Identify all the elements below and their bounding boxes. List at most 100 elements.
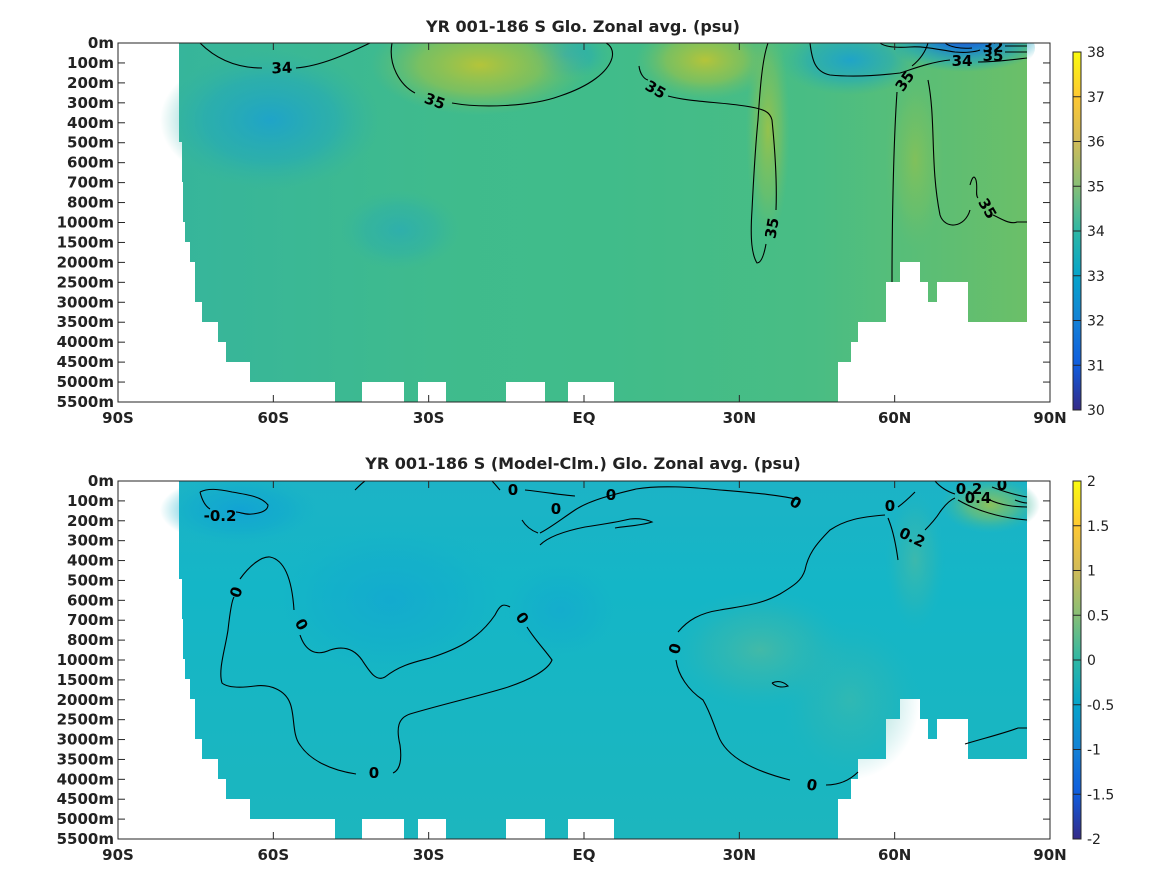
- y-tick-label: 0m: [88, 472, 114, 490]
- y-tick-label: 3000m: [57, 731, 114, 749]
- x-tick-label: EQ: [573, 409, 596, 427]
- panel1-med-outflow-tongue: [746, 43, 790, 240]
- y-tick-label: 2500m: [57, 273, 114, 291]
- y-tick-label: 300m: [67, 94, 114, 112]
- panel1-contour-35-nordic-west: [891, 43, 929, 283]
- y-tick-label: 600m: [67, 154, 114, 172]
- panel1-colorbar-ticks: 30 31 32 33 34 35 36 37 38: [1073, 45, 1105, 419]
- panel2-contour-label: 0: [508, 481, 518, 499]
- y-tick-label: 400m: [67, 114, 114, 132]
- panel1-contour-34-north: [809, 43, 1028, 77]
- colorbar-tick-label: 34: [1087, 224, 1105, 240]
- panel1-contour-label: 34: [952, 52, 973, 70]
- x-tick-label: 60S: [257, 409, 289, 427]
- x-tick-label: 90N: [1033, 409, 1066, 427]
- colorbar-tick-label: -1.5: [1087, 787, 1114, 803]
- x-tick-label: EQ: [573, 846, 596, 864]
- y-tick-label: 500m: [67, 571, 114, 589]
- colorbar-tick-label: 1: [1087, 564, 1096, 580]
- y-tick-label: 800m: [67, 631, 114, 649]
- panel1-nordic-seas-high: [885, 70, 945, 250]
- y-tick-label: 700m: [67, 174, 114, 192]
- panel1-salinity-max-north: [635, 43, 775, 100]
- panel1-y-axis: 0m 100m 200m 300m 400m 500m 600m 700m 800m 1000m1…: [57, 34, 1050, 411]
- y-tick-label: 5500m: [57, 393, 114, 411]
- panel1-cool-southern-region: [160, 50, 380, 190]
- panel1-cool-deep-south: [340, 190, 460, 270]
- panel2-contour-label: 0: [551, 500, 561, 518]
- x-tick-label: 60N: [878, 409, 911, 427]
- y-tick-label: 1500m: [57, 671, 114, 689]
- panel1-salinity-max-south: [370, 43, 590, 115]
- x-tick-label: 30N: [723, 846, 756, 864]
- panel2-contour-label: 0: [665, 641, 685, 656]
- y-tick-label: 1000m: [57, 651, 114, 669]
- y-tick-label: 4000m: [57, 333, 114, 351]
- y-tick-label: 400m: [67, 552, 114, 570]
- y-tick-label: 5000m: [57, 810, 114, 828]
- colorbar-tick-label: 32: [1087, 314, 1105, 330]
- y-tick-label: 500m: [67, 134, 114, 152]
- x-tick-label: 90S: [102, 409, 134, 427]
- colorbar-tick-label: -0.5: [1087, 698, 1114, 714]
- panel1-contour-34-south: [199, 43, 371, 69]
- x-tick-label: 90S: [102, 846, 134, 864]
- panel2-contour-label: 0: [885, 497, 895, 515]
- y-tick-label: 1500m: [57, 233, 114, 251]
- panel1-cool-north-atlantic-surface: [780, 43, 920, 95]
- panel2-contour-label: 0: [997, 476, 1007, 494]
- panel2-contour-label: 0: [606, 486, 616, 504]
- y-tick-label: 3000m: [57, 293, 114, 311]
- y-tick-label: 200m: [67, 74, 114, 92]
- x-tick-label: 30S: [413, 409, 445, 427]
- panel2-contour-label: 0: [805, 775, 818, 795]
- colorbar-tick-label: 2: [1087, 474, 1096, 490]
- y-tick-label: 4000m: [57, 770, 114, 788]
- panel2-contour-0-surface-south: [354, 481, 576, 497]
- panel2-colorbar-ticks: 2 1.5 1 0.5 0 -0.5 -1 -1.5 -2: [1073, 474, 1114, 848]
- panel2-negative-equator: [500, 560, 620, 660]
- panel1-contour-35-nordic-east: [927, 79, 1027, 226]
- panel2-positive-deep-north: [780, 620, 920, 780]
- colorbar-tick-label: 1.5: [1087, 519, 1109, 535]
- panel1-contour-35-south: [390, 43, 614, 107]
- panel1-contour-33-north: [879, 43, 981, 53]
- x-tick-label: 60N: [878, 846, 911, 864]
- y-tick-label: 2500m: [57, 711, 114, 729]
- colorbar-tick-label: 0.5: [1087, 608, 1109, 624]
- colorbar-tick-label: -2: [1087, 832, 1101, 848]
- panel2-title: YR 001-186 S (Model-Clm.) Glo. Zonal avg…: [364, 454, 801, 473]
- y-tick-label: 2000m: [57, 253, 114, 271]
- colorbar-tick-label: 35: [1087, 179, 1105, 195]
- panel1-x-axis: 90S 60S 30S EQ 30N 60N 90N: [102, 43, 1067, 427]
- y-tick-label: 3500m: [57, 313, 114, 331]
- y-tick-label: 4500m: [57, 790, 114, 808]
- panel2-contour-neg02: [199, 488, 269, 515]
- colorbar-tick-label: 38: [1087, 45, 1105, 61]
- y-tick-label: 100m: [67, 54, 114, 72]
- panel1-field: [179, 43, 1027, 402]
- panel1-contour-label: 32: [983, 38, 1004, 56]
- panel1-arctic-fresh: [895, 43, 1035, 78]
- panel1-plot: 34 35 35 35 35 35 34 32 35: [160, 38, 1035, 402]
- panel1-contour-35-north: [638, 43, 777, 264]
- y-tick-label: 800m: [67, 194, 114, 212]
- colorbar-tick-label: 37: [1087, 90, 1105, 106]
- y-tick-label: 300m: [67, 532, 114, 550]
- panel2-contour-02-nordic: [887, 497, 956, 561]
- colorbar-tick-label: 36: [1087, 135, 1105, 151]
- y-tick-label: 100m: [67, 492, 114, 510]
- colorbar-tick-label: 31: [1087, 358, 1105, 374]
- panel2-contour-label: 0: [369, 764, 379, 782]
- panel2-contour-arctic: [934, 481, 1028, 521]
- panel1-contour-35-arctic: [1004, 45, 1027, 53]
- x-tick-label: 30N: [723, 409, 756, 427]
- y-tick-label: 5500m: [57, 830, 114, 848]
- panel1-contour-32-north: [944, 43, 973, 49]
- colorbar-tick-label: 0: [1087, 653, 1096, 669]
- y-tick-label: 200m: [67, 512, 114, 530]
- x-tick-label: 90N: [1033, 846, 1066, 864]
- panel2-x-axis: 90S 60S 30S EQ 30N 60N 90N: [102, 481, 1067, 864]
- panel1-contour-label: 34: [271, 59, 292, 78]
